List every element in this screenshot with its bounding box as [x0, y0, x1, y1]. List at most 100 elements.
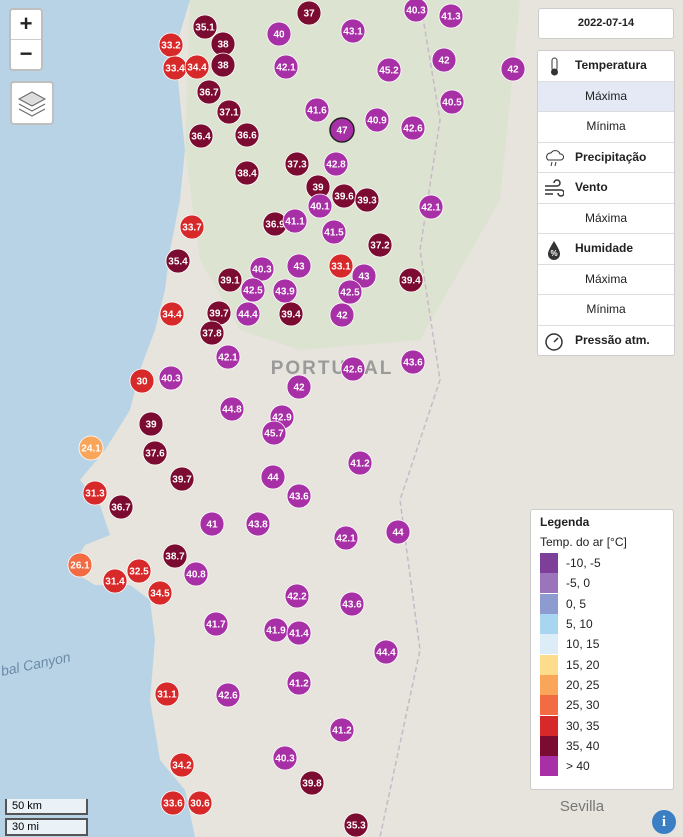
station-marker[interactable]: 41.4 — [286, 620, 312, 646]
station-marker[interactable]: 31.4 — [102, 568, 128, 594]
station-marker[interactable]: 43.6 — [286, 483, 312, 509]
menu-item[interactable]: Máxima — [538, 204, 674, 234]
station-marker[interactable]: 43.6 — [400, 349, 426, 375]
station-marker[interactable]: 42.6 — [215, 682, 241, 708]
station-marker[interactable]: 42.1 — [215, 344, 241, 370]
station-marker[interactable]: 41 — [199, 511, 225, 537]
menu-header[interactable]: % Humidade — [538, 234, 674, 265]
station-marker[interactable]: 40.3 — [272, 745, 298, 771]
station-marker[interactable]: 40.3 — [249, 256, 275, 282]
station-marker[interactable]: 39.4 — [398, 267, 424, 293]
menu-header[interactable]: Temperatura — [538, 51, 674, 82]
station-marker[interactable]: 33.2 — [158, 32, 184, 58]
station-marker[interactable]: 42.6 — [400, 115, 426, 141]
station-marker[interactable]: 30.6 — [187, 790, 213, 816]
station-marker[interactable]: 41.2 — [329, 717, 355, 743]
station-marker[interactable]: 42.1 — [333, 525, 359, 551]
station-marker[interactable]: 37.2 — [367, 232, 393, 258]
menu-header[interactable]: Vento — [538, 173, 674, 204]
station-marker[interactable]: 43 — [286, 253, 312, 279]
station-marker[interactable]: 41.2 — [286, 670, 312, 696]
station-marker[interactable]: 35.3 — [343, 812, 369, 837]
station-marker[interactable]: 42.1 — [418, 194, 444, 220]
station-marker[interactable]: 35.1 — [192, 14, 218, 40]
station-marker[interactable]: 35.4 — [165, 248, 191, 274]
menu-item[interactable]: Mínima — [538, 112, 674, 143]
station-marker[interactable]: 43.6 — [339, 591, 365, 617]
station-marker[interactable]: 47 — [329, 117, 355, 143]
station-marker[interactable]: 40 — [266, 21, 292, 47]
station-marker[interactable]: 44.4 — [235, 301, 261, 327]
station-marker[interactable]: 38.7 — [162, 543, 188, 569]
station-marker[interactable]: 33.6 — [160, 790, 186, 816]
menu-header[interactable]: Precipitação — [538, 143, 674, 173]
station-marker[interactable]: 42.5 — [337, 279, 363, 305]
menu-item[interactable]: Máxima — [538, 265, 674, 295]
station-marker[interactable]: 42 — [329, 302, 355, 328]
station-marker[interactable]: 41.5 — [321, 219, 347, 245]
station-marker[interactable]: 34.2 — [169, 752, 195, 778]
station-marker[interactable]: 26.1 — [67, 552, 93, 578]
station-marker[interactable]: 40.1 — [307, 193, 333, 219]
menu-header[interactable]: Pressão atm. — [538, 326, 674, 356]
station-marker[interactable]: 42.8 — [323, 151, 349, 177]
station-marker[interactable]: 38 — [210, 31, 236, 57]
station-marker[interactable]: 39.1 — [217, 267, 243, 293]
station-marker[interactable]: 34.4 — [159, 301, 185, 327]
station-marker[interactable]: 41.1 — [282, 208, 308, 234]
station-marker[interactable]: 43.9 — [272, 278, 298, 304]
menu-item[interactable]: Máxima — [538, 81, 674, 112]
station-marker[interactable]: 42.5 — [240, 277, 266, 303]
station-marker[interactable]: 36.7 — [108, 494, 134, 520]
station-marker[interactable]: 33.4 — [162, 55, 188, 81]
station-marker[interactable]: 31.3 — [82, 480, 108, 506]
station-marker[interactable]: 37.3 — [284, 151, 310, 177]
station-marker[interactable]: 45.2 — [376, 57, 402, 83]
station-marker[interactable]: 39.3 — [354, 187, 380, 213]
station-marker[interactable]: 36.7 — [196, 79, 222, 105]
station-marker[interactable]: 38.4 — [234, 160, 260, 186]
station-marker[interactable]: 42 — [431, 47, 457, 73]
station-marker[interactable]: 34.4 — [184, 54, 210, 80]
station-marker[interactable]: 38 — [210, 52, 236, 78]
station-marker[interactable]: 32.5 — [126, 558, 152, 584]
station-marker[interactable]: 44.4 — [373, 639, 399, 665]
station-marker[interactable]: 37.8 — [199, 320, 225, 346]
date-label[interactable]: 2022-07-14 — [538, 8, 674, 39]
station-marker[interactable]: 30 — [129, 368, 155, 394]
station-marker[interactable]: 39 — [138, 411, 164, 437]
station-marker[interactable]: 33.1 — [328, 253, 354, 279]
station-marker[interactable]: 36.4 — [188, 123, 214, 149]
station-marker[interactable]: 39.6 — [331, 183, 357, 209]
station-marker[interactable]: 41.7 — [203, 611, 229, 637]
station-marker[interactable]: 41.6 — [304, 97, 330, 123]
station-marker[interactable]: 37.6 — [142, 440, 168, 466]
station-marker[interactable]: 36.6 — [234, 122, 260, 148]
station-marker[interactable]: 43.1 — [340, 18, 366, 44]
station-marker[interactable]: 33.7 — [179, 214, 205, 240]
station-marker[interactable]: 45.7 — [261, 420, 287, 446]
station-marker[interactable]: 41.2 — [347, 450, 373, 476]
station-marker[interactable]: 37 — [296, 0, 322, 26]
station-marker[interactable]: 44.8 — [219, 396, 245, 422]
station-marker[interactable]: 24.1 — [78, 435, 104, 461]
zoom-in[interactable]: + — [19, 11, 33, 36]
station-marker[interactable]: 44 — [260, 464, 286, 490]
zoom-out[interactable]: − — [11, 39, 41, 69]
station-marker[interactable]: 42 — [500, 56, 526, 82]
station-marker[interactable]: 42 — [286, 374, 312, 400]
station-marker[interactable]: 40.3 — [403, 0, 429, 23]
station-marker[interactable]: 39.7 — [169, 466, 195, 492]
layers-button[interactable] — [10, 81, 54, 125]
station-marker[interactable]: 40.3 — [158, 365, 184, 391]
station-marker[interactable]: 39.8 — [299, 770, 325, 796]
station-marker[interactable]: 41.9 — [263, 617, 289, 643]
station-marker[interactable]: 36.9 — [262, 211, 288, 237]
station-marker[interactable]: 31.1 — [154, 681, 180, 707]
station-marker[interactable]: 42.6 — [340, 356, 366, 382]
station-marker[interactable]: 42.2 — [284, 583, 310, 609]
station-marker[interactable]: 34.5 — [147, 580, 173, 606]
menu-item[interactable]: Mínima — [538, 295, 674, 326]
station-marker[interactable]: 43.8 — [245, 511, 271, 537]
station-marker[interactable]: 44 — [385, 519, 411, 545]
